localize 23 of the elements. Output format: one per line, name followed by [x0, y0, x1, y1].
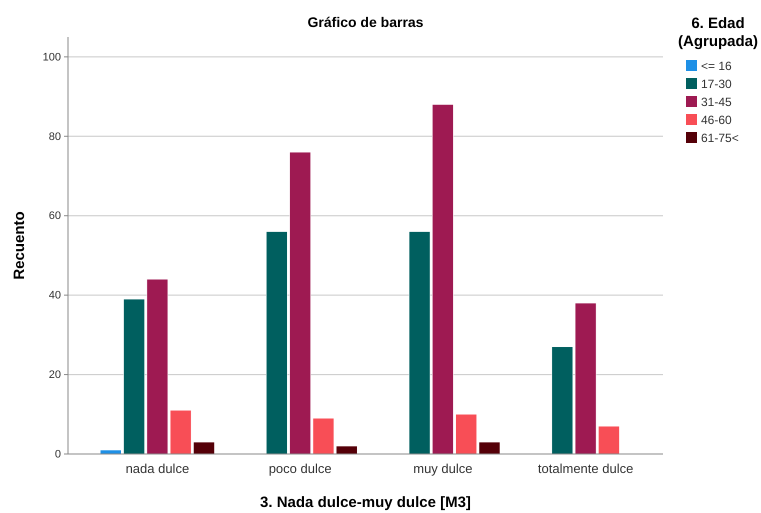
bar — [552, 346, 574, 454]
y-tick-label: 100 — [42, 51, 61, 64]
legend-label: 31-45 — [701, 95, 732, 109]
x-tick-label: nada dulce — [126, 461, 190, 476]
x-tick-label: poco dulce — [268, 461, 332, 476]
bar — [266, 231, 288, 454]
y-tick-label: 60 — [48, 210, 61, 222]
y-tick-label: 20 — [48, 369, 61, 382]
y-axis-title: Recuento — [11, 211, 28, 280]
legend-label: <= 16 — [701, 59, 732, 73]
x-tick-label: totalmente dulce — [538, 461, 634, 476]
chart-title: Gráfico de barras — [308, 14, 424, 30]
bar — [100, 450, 122, 454]
bar — [336, 446, 358, 454]
y-tick-label: 40 — [48, 290, 61, 302]
y-tick-label: 80 — [48, 130, 61, 143]
legend-label: 17-30 — [701, 77, 732, 91]
x-axis-title: 3. Nada dulce-muy dulce [M3] — [260, 494, 471, 511]
legend-label: 61-75< — [701, 131, 739, 145]
x-tick-label: muy dulce — [413, 461, 472, 476]
y-tick-label: 0 — [54, 448, 61, 461]
legend-label: 46-60 — [701, 113, 732, 127]
legend-title: 6. Edad (Agrupada) — [678, 15, 758, 50]
